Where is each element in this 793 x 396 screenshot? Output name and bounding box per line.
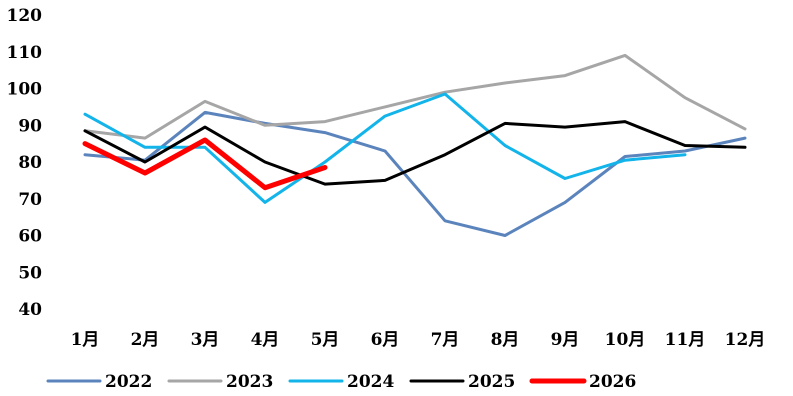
y-tick-label: 40 bbox=[18, 300, 42, 320]
x-tick-label: 12月 bbox=[725, 330, 766, 350]
legend-label: 2026 bbox=[589, 372, 636, 392]
legend-label: 2023 bbox=[226, 372, 273, 392]
x-tick-label: 8月 bbox=[491, 330, 520, 350]
x-tick-label: 2月 bbox=[131, 330, 160, 350]
y-tick-label: 110 bbox=[7, 43, 43, 63]
y-tick-label: 60 bbox=[18, 227, 42, 247]
series-line-2022 bbox=[83, 110, 747, 237]
y-axis-ticks: 40 50 60 70 80 90 100 110 120 bbox=[7, 6, 43, 320]
x-tick-label: 3月 bbox=[191, 330, 220, 350]
x-tick-label: 4月 bbox=[251, 330, 280, 350]
x-tick-label: 7月 bbox=[431, 330, 460, 350]
x-tick-label: 6月 bbox=[371, 330, 400, 350]
x-tick-label: 5月 bbox=[311, 330, 340, 350]
y-tick-label: 80 bbox=[18, 153, 42, 173]
series-line-2024 bbox=[83, 92, 687, 204]
y-tick-label: 90 bbox=[18, 116, 42, 136]
y-tick-label: 120 bbox=[7, 6, 43, 26]
x-axis-ticks: 1月 2月 3月 4月 5月 6月 7月 8月 9月 10月 11月 12月 bbox=[71, 330, 766, 350]
y-tick-label: 70 bbox=[18, 190, 42, 210]
legend: 2022 2023 2024 2025 2026 bbox=[46, 372, 636, 392]
x-tick-label: 9月 bbox=[551, 330, 580, 350]
legend-label: 2025 bbox=[468, 372, 515, 392]
y-tick-label: 100 bbox=[7, 80, 43, 100]
series-line-2025 bbox=[83, 120, 747, 186]
x-tick-label: 11月 bbox=[665, 330, 706, 350]
legend-label: 2022 bbox=[105, 372, 152, 392]
series-line-2023 bbox=[83, 53, 747, 140]
series-line-2026 bbox=[82, 137, 328, 191]
series-lines bbox=[82, 53, 747, 237]
x-tick-label: 1月 bbox=[71, 330, 100, 350]
x-tick-label: 10月 bbox=[605, 330, 646, 350]
legend-label: 2024 bbox=[347, 372, 394, 392]
y-tick-label: 50 bbox=[18, 263, 42, 283]
